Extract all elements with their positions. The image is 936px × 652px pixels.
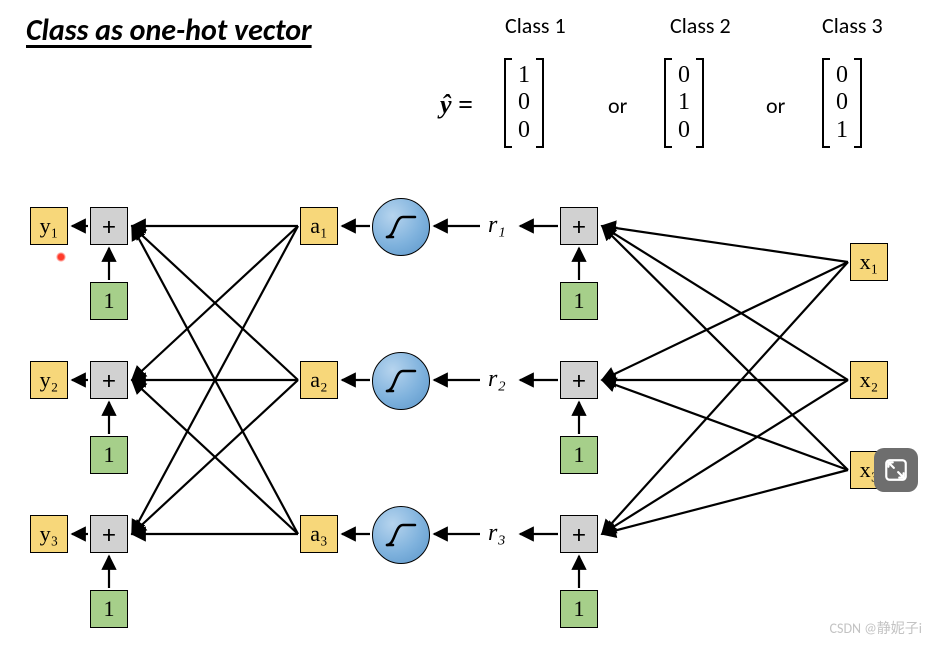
sigmoid-icon-3 xyxy=(372,506,430,564)
sigmoid-icon-1 xyxy=(372,198,430,256)
node-y3: y₃ xyxy=(30,515,68,553)
page-title: Class as one-hot vector xyxy=(26,12,312,49)
expand-icon xyxy=(883,457,909,483)
class3-label: Class 3 xyxy=(822,12,883,39)
node-x1: x₁ xyxy=(850,243,888,281)
class2-label: Class 2 xyxy=(670,12,731,39)
node-y2: y₂ xyxy=(30,361,68,399)
node-plus-r1: + xyxy=(560,207,598,245)
node-bias-r2: 1 xyxy=(560,436,598,474)
node-a1: a₁ xyxy=(300,207,338,245)
yhat-symbol: ŷ = xyxy=(440,90,473,120)
node-bias-r3: 1 xyxy=(560,590,598,628)
node-bias-y1: 1 xyxy=(90,282,128,320)
node-a3: a₃ xyxy=(300,515,338,553)
node-plus-y1: + xyxy=(90,207,128,245)
class1-label: Class 1 xyxy=(505,12,566,39)
laser-pointer-icon xyxy=(56,252,66,262)
vector-class1: 100 xyxy=(504,58,544,148)
node-y1: y₁ xyxy=(30,207,68,245)
node-plus-y2: + xyxy=(90,361,128,399)
label-r1: r₁ xyxy=(488,212,506,239)
or-text-2: or xyxy=(766,92,785,119)
node-bias-y2: 1 xyxy=(90,436,128,474)
node-a2: a₂ xyxy=(300,361,338,399)
or-text-1: or xyxy=(608,92,627,119)
watermark-text: CSDN @静妮子i xyxy=(830,618,922,638)
label-r3: r₃ xyxy=(488,520,506,547)
vector-class3: 001 xyxy=(822,58,862,148)
node-bias-y3: 1 xyxy=(90,590,128,628)
vector-class2: 010 xyxy=(664,58,704,148)
node-plus-r3: + xyxy=(560,515,598,553)
node-plus-y3: + xyxy=(90,515,128,553)
node-plus-r2: + xyxy=(560,361,598,399)
node-x2: x₂ xyxy=(850,361,888,399)
label-r2: r₂ xyxy=(488,366,506,393)
node-bias-r1: 1 xyxy=(560,282,598,320)
expand-image-button[interactable] xyxy=(874,448,918,492)
sigmoid-icon-2 xyxy=(372,352,430,410)
